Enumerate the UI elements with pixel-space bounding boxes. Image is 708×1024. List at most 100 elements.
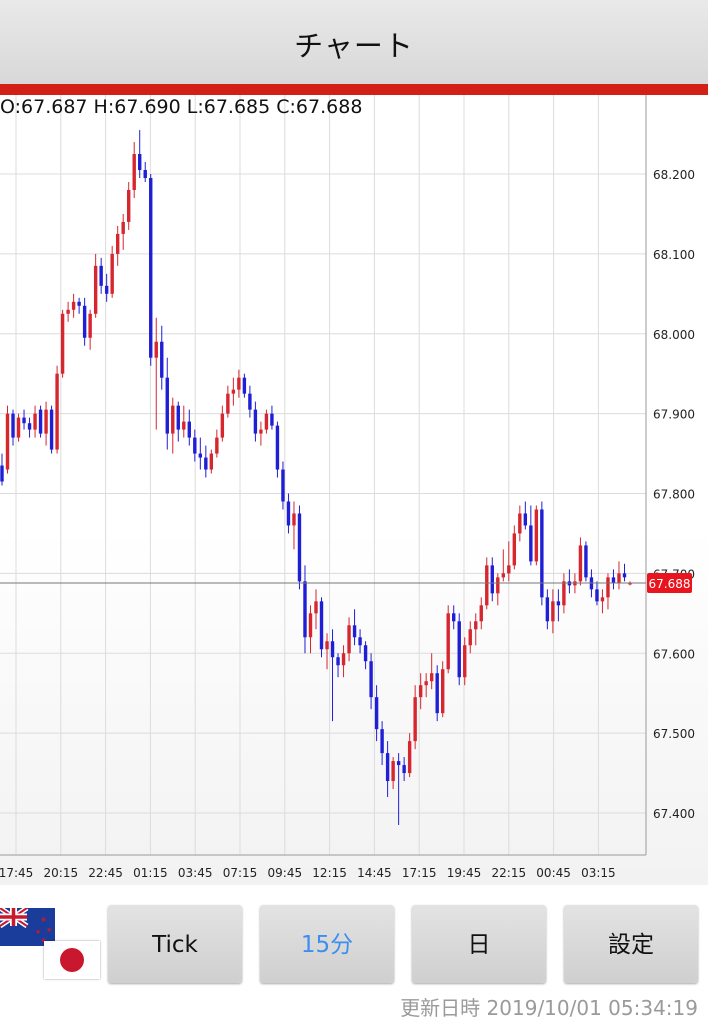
candle-body: [611, 577, 616, 583]
candle-body: [435, 673, 439, 714]
candle-body: [595, 589, 599, 602]
candle-body: [0, 465, 4, 482]
candle-body: [171, 405, 175, 434]
x-tick-label: 09:45: [268, 866, 303, 880]
svg-text:★: ★: [35, 928, 41, 936]
x-tick-label: 17:15: [402, 866, 437, 880]
candle-body: [259, 429, 263, 434]
candle-body: [584, 545, 588, 578]
candle-body: [292, 513, 296, 526]
candle-body: [121, 221, 125, 234]
current-price-tag: [647, 572, 692, 593]
candle-body: [540, 509, 544, 598]
y-tick-label: 68.200: [653, 168, 695, 182]
15min-button[interactable]: 15分: [260, 905, 394, 983]
candle-body: [253, 409, 258, 434]
candle-body: [336, 657, 340, 666]
candle-body: [358, 637, 362, 646]
candle-body: [518, 513, 522, 534]
y-tick-label: 67.800: [653, 488, 695, 502]
candle-body: [82, 305, 87, 338]
candle-body: [286, 501, 291, 526]
candle-body: [187, 421, 191, 438]
candle-body: [77, 301, 81, 306]
candle-body: [165, 377, 169, 434]
candle-body: [60, 313, 65, 374]
candle-body: [622, 573, 627, 578]
candle-body: [534, 509, 539, 562]
candle-body: [160, 341, 164, 378]
candle-body: [176, 405, 180, 430]
candle-body: [523, 513, 528, 526]
x-tick-label: 00:45: [536, 866, 571, 880]
x-tick-label: 17:45: [0, 866, 33, 880]
candle-body: [275, 425, 280, 470]
candle-body: [341, 653, 346, 666]
candle-body: [220, 413, 225, 438]
svg-text:★: ★: [40, 915, 47, 924]
tick-button[interactable]: Tick: [108, 905, 242, 983]
y-tick-label: 68.100: [653, 248, 695, 262]
candle-body: [110, 253, 114, 294]
candle-body: [628, 582, 632, 585]
candle-body: [446, 613, 450, 670]
y-tick-label: 67.400: [653, 807, 695, 821]
candle-body: [149, 177, 153, 358]
nz-flag-graphic: ★ ★ ★ ★: [0, 908, 55, 946]
candle-body: [297, 513, 302, 582]
candle-body: [231, 389, 236, 394]
candle-body: [33, 413, 37, 430]
x-tick-label: 12:15: [312, 866, 347, 880]
candle-body: [5, 413, 10, 470]
candle-body: [391, 761, 395, 782]
candlestick-chart[interactable]: 68.20068.10068.00067.90067.80067.70067.6…: [0, 95, 708, 885]
x-tick-label: 07:15: [223, 866, 258, 880]
candle-body: [496, 577, 500, 594]
candle-body: [71, 301, 76, 310]
candle-body: [44, 409, 48, 434]
candle-body: [507, 565, 511, 574]
candle-body: [127, 189, 131, 222]
candle-body: [49, 409, 54, 450]
candle-body: [407, 741, 412, 774]
candle-body: [198, 453, 203, 458]
page-title: チャート: [294, 29, 414, 63]
candle-body: [215, 437, 219, 454]
candle-body: [424, 681, 428, 686]
candle-body: [545, 597, 550, 622]
candle-body: [501, 573, 505, 578]
candle-body: [99, 265, 103, 286]
candle-body: [413, 697, 417, 742]
day-button[interactable]: 日: [412, 905, 546, 983]
candle-body: [264, 413, 269, 430]
candle-body: [463, 645, 467, 678]
candle-body: [330, 641, 335, 658]
candle-body: [22, 417, 26, 424]
candle-body: [578, 545, 583, 582]
candle-body: [314, 601, 318, 614]
candle-body: [270, 413, 274, 426]
x-tick-label: 19:45: [447, 866, 482, 880]
candle-body: [479, 605, 483, 622]
candle-body: [88, 313, 92, 338]
candle-body: [490, 565, 494, 594]
candle-body: [308, 613, 313, 638]
candle-body: [429, 673, 434, 682]
candle-body: [468, 629, 472, 646]
x-tick-label: 03:45: [178, 866, 213, 880]
accent-divider: [0, 84, 708, 95]
candle-body: [38, 409, 43, 434]
candle-body: [115, 233, 120, 254]
nz-flag-icon[interactable]: ★ ★ ★ ★: [0, 908, 55, 946]
candle-body: [281, 469, 285, 502]
last-updated-timestamp: 更新日時 2019/10/01 05:34:19: [400, 996, 698, 1020]
x-tick-label: 22:45: [88, 866, 123, 880]
candle-body: [452, 613, 456, 622]
jp-flag-icon[interactable]: [44, 941, 100, 979]
settings-button[interactable]: 設定: [564, 905, 698, 983]
candle-body: [55, 373, 59, 450]
candle-body: [11, 413, 15, 438]
candle-body: [600, 597, 605, 602]
x-tick-label: 22:15: [492, 866, 527, 880]
candle-body: [474, 621, 478, 630]
